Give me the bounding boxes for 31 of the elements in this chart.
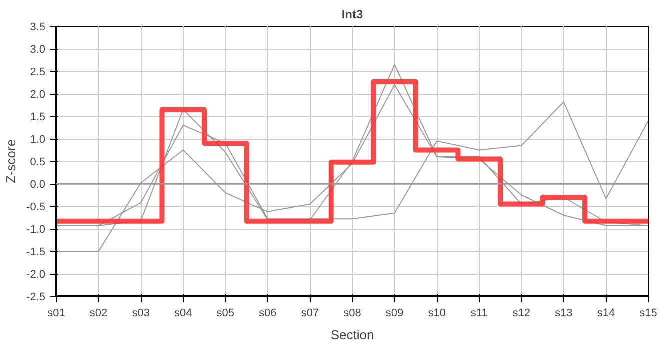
y-tick-label: 2.0 bbox=[30, 89, 46, 101]
y-tick-label: 0.5 bbox=[30, 156, 46, 168]
x-tick-label: s13 bbox=[555, 308, 573, 320]
x-axis-title: Section bbox=[330, 328, 374, 342]
x-tick-label: s02 bbox=[90, 308, 108, 320]
y-tick-label: 1.5 bbox=[30, 112, 46, 124]
x-tick-label: s04 bbox=[174, 308, 192, 320]
x-tick-label: s07 bbox=[301, 308, 320, 320]
y-tick-label: -1.0 bbox=[26, 224, 46, 236]
y-tick-label: -1.5 bbox=[26, 246, 46, 258]
y-axis-title: Z-score bbox=[4, 139, 19, 184]
x-tick-label: s01 bbox=[48, 308, 66, 320]
x-tick-label: s06 bbox=[259, 308, 277, 320]
chart-title: Int3 bbox=[342, 8, 364, 22]
x-tick-label: s10 bbox=[428, 308, 446, 320]
x-tick-label: s09 bbox=[386, 308, 404, 320]
x-tick-label: s15 bbox=[640, 308, 658, 320]
y-tick-label: 3.5 bbox=[30, 22, 46, 34]
x-tick-label: s12 bbox=[512, 308, 531, 320]
y-tick-label: -2.5 bbox=[26, 292, 46, 304]
y-tick-label: 1.0 bbox=[30, 134, 46, 146]
y-tick-label: -0.5 bbox=[26, 202, 46, 214]
x-tick-label: s14 bbox=[597, 308, 616, 320]
y-tick-label: -2.0 bbox=[26, 269, 46, 281]
x-tick-label: s08 bbox=[344, 308, 362, 320]
x-tick-label: s05 bbox=[216, 308, 235, 320]
x-tick-label: s11 bbox=[470, 308, 488, 320]
y-tick-label: 2.5 bbox=[30, 66, 46, 78]
y-tick-label: 0.0 bbox=[30, 179, 46, 191]
y-tick-label: 3.0 bbox=[30, 44, 46, 56]
x-tick-label: s03 bbox=[132, 308, 150, 320]
